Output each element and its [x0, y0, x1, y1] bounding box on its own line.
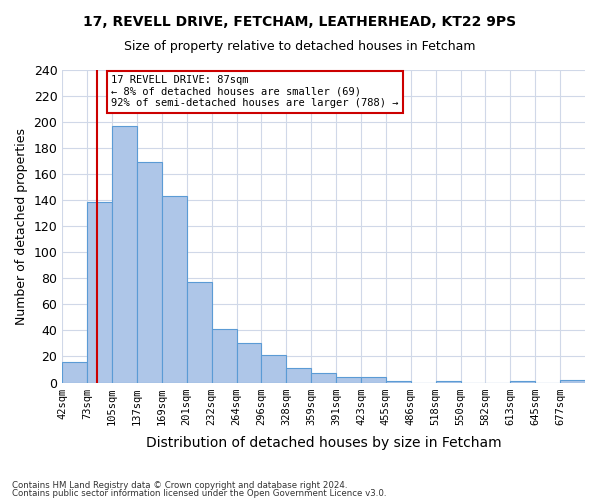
- Text: Size of property relative to detached houses in Fetcham: Size of property relative to detached ho…: [124, 40, 476, 53]
- Bar: [286, 368, 311, 382]
- Bar: [212, 329, 236, 382]
- Bar: [137, 162, 162, 382]
- Text: Contains public sector information licensed under the Open Government Licence v3: Contains public sector information licen…: [12, 489, 386, 498]
- Bar: [511, 381, 535, 382]
- Bar: [262, 355, 286, 382]
- Bar: [311, 374, 336, 382]
- Text: 17 REVELL DRIVE: 87sqm
← 8% of detached houses are smaller (69)
92% of semi-deta: 17 REVELL DRIVE: 87sqm ← 8% of detached …: [111, 75, 399, 108]
- Y-axis label: Number of detached properties: Number of detached properties: [15, 128, 28, 325]
- Bar: [386, 381, 411, 382]
- Bar: [236, 344, 262, 382]
- Bar: [112, 126, 137, 382]
- Bar: [361, 378, 386, 382]
- Bar: [87, 202, 112, 382]
- Bar: [436, 381, 461, 382]
- Bar: [187, 282, 212, 382]
- X-axis label: Distribution of detached houses by size in Fetcham: Distribution of detached houses by size …: [146, 436, 502, 450]
- Bar: [336, 378, 361, 382]
- Bar: [162, 196, 187, 382]
- Bar: [62, 362, 87, 382]
- Bar: [560, 380, 585, 382]
- Text: Contains HM Land Registry data © Crown copyright and database right 2024.: Contains HM Land Registry data © Crown c…: [12, 480, 347, 490]
- Text: 17, REVELL DRIVE, FETCHAM, LEATHERHEAD, KT22 9PS: 17, REVELL DRIVE, FETCHAM, LEATHERHEAD, …: [83, 15, 517, 29]
